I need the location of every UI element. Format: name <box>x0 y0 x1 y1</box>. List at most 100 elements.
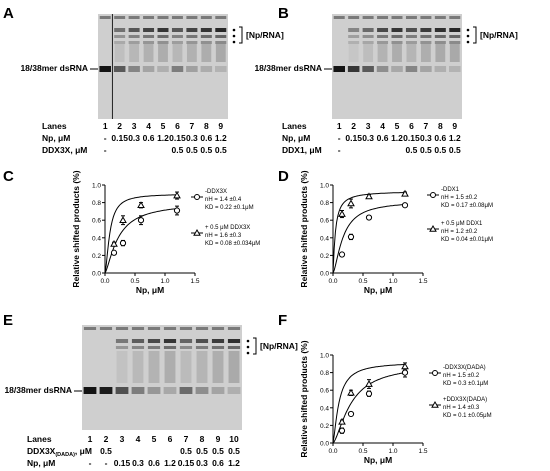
smear <box>143 44 154 62</box>
lane-number: 10 <box>229 434 239 444</box>
shifted-band <box>147 346 161 349</box>
lane-number: 7 <box>190 121 195 131</box>
data-point-circle <box>119 239 127 247</box>
gel-well <box>83 327 97 330</box>
gel-panel-e: 1-20.5-30.1540.350.661.270.50.1580.50.39… <box>4 325 298 468</box>
np-concentration: - <box>338 133 341 143</box>
x-tick-label: 0.0 <box>328 448 337 455</box>
shifted-band <box>211 346 225 349</box>
x-tick-label: 0.5 <box>130 278 139 285</box>
smear <box>406 44 417 62</box>
legend-text: -DDX3X <box>205 189 227 195</box>
row-label: Np, μM <box>282 133 310 143</box>
gel-panel-b: 1--20.1530.340.651.260.150.570.30.580.60… <box>254 14 518 155</box>
gel-well <box>114 16 126 19</box>
shifted-band <box>195 339 209 343</box>
lane-number: 2 <box>117 121 122 131</box>
smear <box>228 351 240 383</box>
legend-text: KD = 0.08 ±0.034μM <box>205 241 260 247</box>
np-concentration: 1.2 <box>215 133 227 143</box>
y-tick-label: 0.2 <box>320 423 329 430</box>
legend-text: + 0.5 μM DDX1 <box>441 221 483 227</box>
np-concentration: 1.2 <box>157 133 169 143</box>
free-rna-band <box>99 387 113 394</box>
free-rna-band <box>211 387 225 394</box>
gel-well <box>362 16 374 19</box>
legend-marker-circle <box>430 192 436 198</box>
shifted-band <box>171 35 183 38</box>
shifted-band <box>143 41 155 44</box>
gel-well <box>99 16 111 19</box>
band-star <box>466 40 470 44</box>
data-point-triangle <box>338 210 346 217</box>
shifted-band <box>147 339 161 343</box>
smear <box>377 44 388 62</box>
shifted-band <box>215 35 227 38</box>
shifted-band <box>405 41 417 44</box>
band-star <box>232 28 236 32</box>
legend-text: + 0.5 μM DDX3X <box>205 225 250 231</box>
shifted-band <box>157 41 169 44</box>
data-point-circle <box>365 214 373 221</box>
shifted-band <box>449 28 461 32</box>
y-tick-label: 0.0 <box>320 441 329 448</box>
np-concentration: 0.3 <box>196 458 208 468</box>
gel-well <box>434 16 446 19</box>
lane-number: 6 <box>175 121 180 131</box>
free-rna-band <box>200 66 213 72</box>
shifted-band <box>131 339 145 343</box>
band-star <box>232 34 236 38</box>
smear <box>172 44 183 62</box>
gel-well <box>215 16 227 19</box>
shifted-band <box>420 35 432 38</box>
gel-well <box>200 16 212 19</box>
y-axis-label: Relative shifted products (%) <box>299 340 309 457</box>
x-axis-label: Np, μM <box>364 285 392 295</box>
free-rna-band <box>83 387 97 394</box>
data-point-circle <box>401 202 409 209</box>
data-point-triangle <box>401 189 409 197</box>
np-concentration: - <box>89 458 92 468</box>
row-label-helicase: DDX3X(DADA), μM <box>27 446 92 458</box>
binding-chart-c: 0.0 0.5 1.0 1.50.00.20.40.60.81.0Np, μMRela… <box>71 170 260 295</box>
x-tick-label: 0.5 <box>358 278 367 285</box>
helicase-concentration: 0.5 <box>406 145 418 155</box>
gel-well <box>163 327 177 330</box>
free-rna-band <box>115 387 129 394</box>
legend-marker-triangle <box>193 228 201 236</box>
x-tick-label: 0.5 <box>358 448 367 455</box>
lane-number: 5 <box>152 434 157 444</box>
panel-letter-a: A <box>3 5 14 22</box>
shifted-band <box>157 35 169 38</box>
np-concentration: 0.6 <box>212 458 224 468</box>
free-rna-band <box>99 66 111 72</box>
smear <box>158 44 168 62</box>
shifted-band <box>195 346 209 349</box>
complex-label: [Np/RNA] <box>260 341 298 351</box>
smear <box>435 44 446 62</box>
band-star <box>232 40 236 44</box>
shifted-band <box>377 28 389 32</box>
data-point-circle <box>365 390 373 397</box>
data-point-circle <box>401 369 409 376</box>
smear <box>196 351 208 383</box>
data-point-circle <box>137 217 145 224</box>
shifted-band <box>227 339 241 343</box>
y-tick-label: 0.4 <box>320 405 329 412</box>
np-concentration: 1.2 <box>228 458 240 468</box>
helicase-concentration: 0.5 <box>215 145 227 155</box>
y-tick-label: 0.0 <box>92 271 101 278</box>
shifted-band <box>128 28 140 32</box>
helicase-concentration: 0.5 <box>449 145 461 155</box>
panel-letter-b: B <box>278 5 289 22</box>
complex-label: [Np/RNA] <box>246 30 284 40</box>
np-concentration: 0.3 <box>128 133 140 143</box>
smear <box>129 44 140 62</box>
free-rna-band <box>333 66 345 72</box>
smear <box>132 351 144 383</box>
y-axis-label: Relative shifted products (%) <box>71 170 81 287</box>
y-tick-label: 0.6 <box>92 218 101 225</box>
shifted-band <box>362 35 374 38</box>
y-tick-label: 0.2 <box>92 253 101 260</box>
data-point-triangle <box>119 216 127 223</box>
